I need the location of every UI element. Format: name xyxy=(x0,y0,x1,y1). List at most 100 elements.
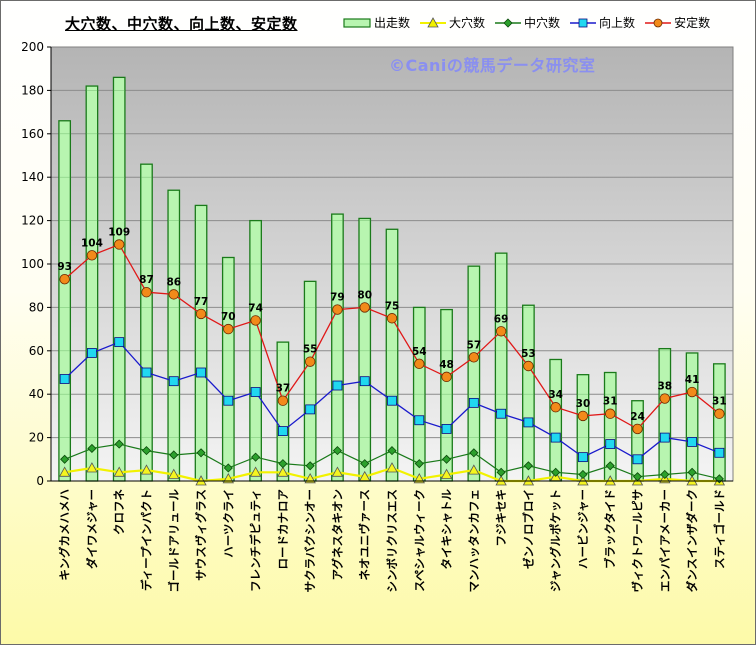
y-tick-label: 40 xyxy=(29,387,44,401)
x-tick-label: ジャングルポケット xyxy=(549,489,563,592)
point-安定数 xyxy=(304,356,316,367)
point-安定数 xyxy=(495,326,507,337)
bar xyxy=(712,363,726,482)
x-tick-label: スティゴールド xyxy=(712,489,726,569)
point-向上数 xyxy=(277,426,288,436)
point-安定数 xyxy=(359,302,370,313)
legend-label: 安定数 xyxy=(674,16,711,30)
point-向上数 xyxy=(87,348,97,358)
point-向上数 xyxy=(714,447,725,458)
point-向上数 xyxy=(632,454,643,465)
point-中穴数 xyxy=(387,446,397,456)
y-tick-label: 120 xyxy=(21,214,44,228)
x-tick-label: ネオユニヴァース xyxy=(358,489,372,580)
circle-marker-icon xyxy=(645,18,672,27)
x-tick-label: スペシャルウィーク xyxy=(412,489,426,592)
point-安定数 xyxy=(441,371,452,383)
point-向上数 xyxy=(550,432,561,443)
legend-label: 向上数 xyxy=(599,16,636,30)
y-tick-label: 160 xyxy=(21,127,44,141)
point-中穴数 xyxy=(305,461,315,471)
x-tick-label: ヴィクトワールピサ xyxy=(631,489,645,593)
point-向上数 xyxy=(659,432,670,443)
x-tick-label: ロードカナロア xyxy=(276,489,290,570)
y-axis-ticks: 0 20 40 60 80 100 120 140 160 180 200 xyxy=(21,40,733,488)
x-tick-label: ブラックタイド xyxy=(603,489,617,569)
legend-item-向上数: 向上数 xyxy=(570,14,635,31)
x-tick-label: ダイワメジャー xyxy=(85,489,99,569)
x-tick-label: ハーツクライ xyxy=(221,489,235,558)
bar xyxy=(549,358,563,482)
point-中穴数 xyxy=(60,454,70,464)
bar xyxy=(494,252,508,482)
point-安定数 xyxy=(659,393,671,404)
point-中穴数 xyxy=(660,469,670,480)
x-tick-label: サウスヴィグラス xyxy=(194,489,208,581)
point-安定数 xyxy=(523,360,534,372)
point-安定数 xyxy=(386,313,398,324)
point-向上数 xyxy=(114,337,125,348)
point-中穴数 xyxy=(578,469,588,480)
point-大穴数 xyxy=(386,462,398,473)
point-大穴数 xyxy=(140,464,153,475)
legend-item-大穴数: 大穴数 xyxy=(420,14,485,31)
point-向上数 xyxy=(687,437,697,447)
point-安定数 xyxy=(59,273,70,285)
point-向上数 xyxy=(605,439,616,450)
point-中穴数 xyxy=(332,446,343,456)
bar-series-出走数 xyxy=(58,76,726,482)
point-中穴数 xyxy=(605,461,615,471)
point-大穴数 xyxy=(277,466,289,477)
chart-title: 大穴数、中穴数、向上数、安定数 xyxy=(65,15,298,33)
point-安定数 xyxy=(714,408,725,419)
bar xyxy=(303,280,317,482)
x-tick-label: サクラバクシンオー xyxy=(303,489,317,592)
point-中穴数 xyxy=(114,439,124,449)
point-中穴数 xyxy=(223,463,233,473)
x-axis-tick-labels: キングカメハメハ ダイワメジャー クロフネ ディープインパクト ゴールドアリュール サウス… xyxy=(58,489,727,593)
point-中穴数 xyxy=(469,448,479,458)
x-tick-label: アグネスタキオン xyxy=(330,489,344,580)
bar xyxy=(385,228,399,482)
legend-item-出走数: 出走数 xyxy=(343,14,410,31)
point-向上数 xyxy=(578,452,588,463)
bar xyxy=(358,217,372,482)
diamond-marker-icon xyxy=(495,17,522,28)
point-中穴数 xyxy=(251,452,261,462)
legend-label: 出走数 xyxy=(374,16,411,30)
point-向上数 xyxy=(496,408,507,419)
data-label-安定数: 109 xyxy=(108,226,130,238)
point-中穴数 xyxy=(169,450,179,460)
point-中穴数 xyxy=(141,446,152,456)
data-label-安定数: 80 xyxy=(357,289,372,301)
data-label-安定数: 77 xyxy=(194,296,209,308)
data-label-安定数: 70 xyxy=(221,311,236,323)
data-labels: 93 104 109 87 86 77 70 74 37 55 79 80 75 54 48 57 69 53 34… xyxy=(57,226,726,422)
point-大穴数 xyxy=(331,466,344,477)
x-tick-label: ディープインパクト xyxy=(139,489,153,591)
bar xyxy=(658,347,672,482)
x-tick-label: マンハッタンカフェ xyxy=(467,489,481,593)
point-大穴数 xyxy=(468,464,480,475)
data-label-安定数: 31 xyxy=(603,396,618,408)
point-向上数 xyxy=(250,387,261,397)
point-中穴数 xyxy=(687,467,697,477)
y-tick-label: 200 xyxy=(21,40,44,54)
data-label-安定数: 87 xyxy=(139,274,154,286)
point-安定数 xyxy=(86,250,98,261)
point-安定数 xyxy=(577,410,589,422)
point-大穴数 xyxy=(440,468,453,479)
point-向上数 xyxy=(387,395,397,406)
data-label-安定数: 74 xyxy=(248,302,263,314)
x-tick-label: ゼンノロブロイ xyxy=(521,489,535,569)
bar xyxy=(85,85,99,482)
point-安定数 xyxy=(332,304,343,315)
point-安定数 xyxy=(223,323,234,335)
point-大穴数 xyxy=(168,468,180,479)
data-label-安定数: 24 xyxy=(630,411,645,423)
legend-item-中穴数: 中穴数 xyxy=(495,14,560,31)
x-tick-label: ダンスインザダーク xyxy=(685,489,699,592)
data-label-安定数: 48 xyxy=(439,359,454,371)
